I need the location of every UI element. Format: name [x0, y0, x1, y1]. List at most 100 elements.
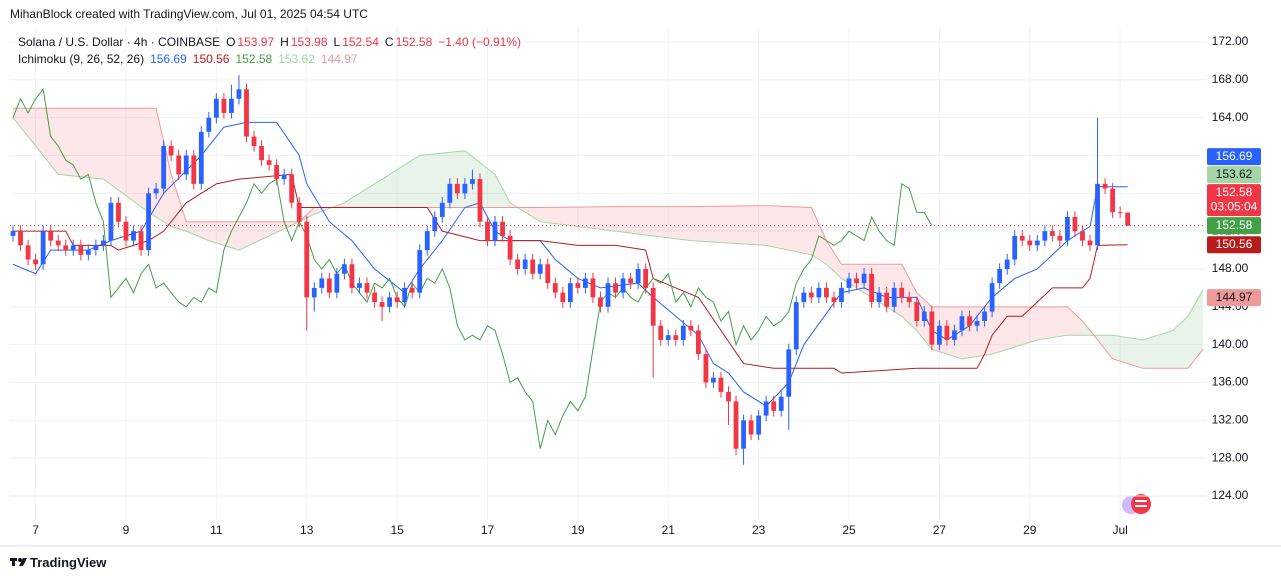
x-tick-label: 9 [123, 523, 130, 537]
candle-body [116, 202, 121, 222]
candle-body [824, 287, 829, 298]
candle-body [816, 287, 822, 298]
y-tick-label: 148.00 [1212, 261, 1249, 275]
indicator-value: 152.58 [235, 52, 273, 66]
candle-body [522, 259, 528, 269]
candle-body [989, 283, 995, 312]
candle-body [1019, 235, 1025, 241]
candle-body [583, 278, 588, 288]
candle-body [944, 325, 950, 340]
indicator-value: 150.56 [192, 52, 230, 66]
candle-body [161, 146, 167, 189]
candle-body [967, 316, 972, 326]
x-tick-label: Jul [1112, 523, 1127, 537]
candle-body [153, 188, 159, 194]
candle-body [379, 302, 385, 307]
candle-body [703, 354, 709, 383]
candle-body [1057, 235, 1063, 241]
candle-body [1034, 240, 1040, 246]
price-label: 156.69 [1216, 149, 1253, 163]
candle-body [439, 202, 445, 217]
candle-body [417, 250, 423, 293]
indicator-value: 153.62 [278, 52, 315, 66]
candle-body [906, 297, 912, 303]
candle-body [756, 415, 762, 435]
cloud-fill [238, 221, 270, 251]
candle-body [409, 287, 415, 293]
candle-body [1027, 240, 1033, 246]
price-label: 152.58 [1216, 185, 1253, 199]
candle-body [1004, 259, 1010, 269]
candle-body [221, 98, 227, 113]
legend-ohlc: Solana / U.S. Dollar · 4h · COINBASE O 153… [18, 35, 523, 49]
candle-body [854, 278, 859, 284]
candle-body [748, 420, 754, 435]
x-tick-label: 15 [390, 523, 404, 537]
y-tick-label: 124.00 [1212, 488, 1249, 502]
candle-body [959, 316, 965, 331]
candle-body [846, 278, 852, 288]
cloud-fill [1112, 335, 1143, 369]
x-tick-label: 7 [32, 523, 39, 537]
candle-body [492, 221, 498, 241]
candle-body [198, 131, 204, 184]
price-label-bg [1207, 289, 1261, 307]
cloud-line [12, 117, 1204, 360]
candle-body [598, 297, 603, 307]
candle-body [25, 245, 31, 260]
y-tick-label: 128.00 [1212, 450, 1249, 464]
candle-body [424, 231, 430, 251]
candle-body [1080, 231, 1085, 241]
candle-body [70, 245, 76, 251]
candle-body [1102, 183, 1108, 189]
header: MihanBlock created with TradingView.com,… [10, 7, 368, 21]
candle-body [229, 98, 234, 113]
price-label: 153.62 [1216, 167, 1253, 181]
candle-body [364, 283, 370, 293]
x-tick-label: 21 [662, 523, 676, 537]
candle-body [635, 268, 641, 284]
y-tick-label: 172.00 [1212, 34, 1249, 48]
candle-body [146, 193, 151, 251]
candle-body [1117, 212, 1123, 214]
candle-body [839, 287, 844, 303]
cloud-fill [615, 206, 691, 241]
price-label-bg [1207, 166, 1261, 184]
cloud-line [13, 107, 1204, 369]
candle-body [590, 278, 596, 298]
candle-body [289, 174, 295, 203]
candle-body [801, 292, 807, 303]
candle-body [48, 231, 54, 241]
countdown: 03:05:04 [1211, 199, 1258, 213]
candle-body [18, 231, 23, 246]
candle-body [138, 231, 144, 251]
candle-body [326, 278, 332, 293]
candle-body [680, 325, 686, 340]
candle-body [808, 292, 814, 298]
candle-body [470, 179, 475, 184]
cloud-fill [43, 108, 59, 175]
candle-body [191, 155, 197, 184]
plot [10, 75, 1204, 465]
y-tick-label: 136.00 [1212, 375, 1249, 389]
candle-body [793, 302, 799, 350]
ohlc-label: H [280, 35, 289, 49]
candle-body [1042, 231, 1048, 241]
flag-icon [1122, 494, 1151, 514]
x-tick-label: 19 [571, 523, 585, 537]
candle-body [876, 292, 882, 303]
candle-body [861, 273, 867, 284]
price-label: 152.58 [1216, 218, 1253, 232]
candle-body [78, 245, 84, 255]
candle-body [123, 221, 129, 241]
candle-body [869, 273, 875, 303]
candle-body [545, 264, 551, 284]
candle-body [763, 401, 769, 416]
candle-body [530, 259, 536, 274]
candle-body [304, 221, 310, 298]
candle-body [168, 146, 174, 156]
tv-logo [10, 558, 27, 566]
candle-body [613, 283, 618, 293]
